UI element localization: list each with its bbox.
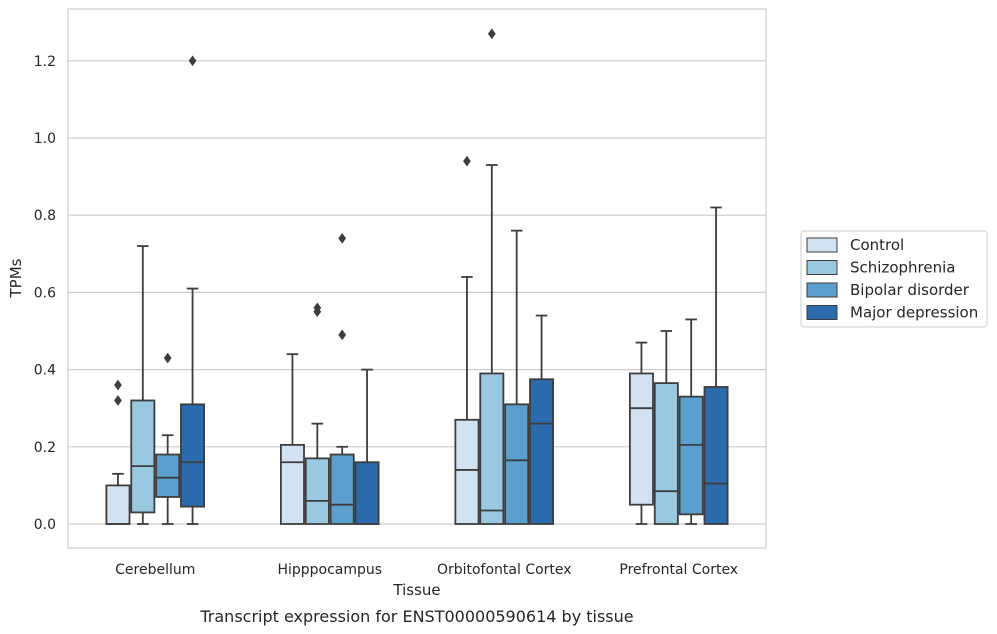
legend-swatch xyxy=(806,237,838,253)
x-tick-label: Orbitofontal Cortex xyxy=(437,562,572,578)
x-axis-label: Tissue xyxy=(392,581,440,599)
outlier-point xyxy=(338,329,347,341)
y-tick-label: 0.0 xyxy=(34,517,56,533)
box-bipolar-disorder xyxy=(678,318,704,525)
box-control xyxy=(628,341,654,525)
outlier-point xyxy=(487,28,496,40)
x-tick-label: Cerebellum xyxy=(115,562,195,578)
box-iqr xyxy=(279,443,305,525)
legend: Control Schizophrenia Bipolar disorder Majo… xyxy=(800,230,988,328)
outlier-point xyxy=(313,302,322,314)
y-tick-label: 1.0 xyxy=(34,131,56,147)
box-bipolar-disorder xyxy=(329,232,355,525)
y-tick-label: 0.8 xyxy=(34,208,56,224)
legend-frame xyxy=(800,230,988,328)
plot-area-frame xyxy=(67,8,767,549)
box-control xyxy=(279,353,305,525)
y-tick-label: 0.2 xyxy=(34,440,56,456)
box-schizophrenia xyxy=(304,302,330,525)
box-control xyxy=(454,155,480,525)
box-schizophrenia xyxy=(479,28,505,525)
box-bipolar-disorder xyxy=(155,352,181,525)
box-iqr xyxy=(454,418,480,525)
box-iqr xyxy=(354,461,380,525)
legend-swatch xyxy=(806,305,838,320)
outlier-point xyxy=(163,352,172,364)
box-iqr xyxy=(130,399,156,514)
legend-label: Schizophrenia xyxy=(850,259,955,277)
box-iqr xyxy=(155,453,181,498)
box-iqr xyxy=(329,453,355,525)
box-iqr xyxy=(479,372,505,525)
box-major-depression xyxy=(354,368,380,525)
figure-caption: Transcript expression for ENST0000059061… xyxy=(199,607,633,626)
y-axis-label: TPMs xyxy=(7,258,25,298)
y-tick-label: 0.6 xyxy=(34,285,56,301)
box-iqr xyxy=(304,457,330,525)
outlier-point xyxy=(463,155,471,167)
outlier-point xyxy=(114,395,122,406)
legend-swatch xyxy=(806,282,838,298)
box-schizophrenia xyxy=(130,245,156,525)
x-axis-ticks: Cerebellum Hipppocampus Orbitofontal Corte… xyxy=(115,562,738,578)
outlier-point xyxy=(114,379,122,391)
box-control xyxy=(105,379,131,525)
legend-swatch xyxy=(806,260,838,275)
box-major-depression xyxy=(529,314,555,525)
box-iqr xyxy=(105,484,131,525)
y-tick-label: 0.4 xyxy=(34,363,56,379)
y-tick-label: 1.2 xyxy=(34,54,56,70)
box-bipolar-disorder xyxy=(504,229,530,525)
outlier-point xyxy=(338,232,347,244)
x-tick-label: Hipppocampus xyxy=(277,562,382,578)
box-iqr xyxy=(653,382,679,525)
box-major-depression xyxy=(703,206,729,525)
box-major-depression xyxy=(180,55,206,525)
legend-label: Major depression xyxy=(850,304,978,322)
boxes xyxy=(105,28,729,525)
legend-label: Bipolar disorder xyxy=(850,281,970,299)
box-iqr xyxy=(703,386,729,525)
box-iqr xyxy=(529,378,555,525)
box-iqr xyxy=(504,403,530,525)
box-schizophrenia xyxy=(653,330,679,525)
box-iqr xyxy=(628,372,654,506)
y-axis-ticks: 0.0 0.2 0.4 0.6 0.8 1.0 1.2 xyxy=(34,54,56,533)
x-tick-label: Prefrontal Cortex xyxy=(619,562,738,578)
outlier-point xyxy=(188,55,197,67)
legend-label: Control xyxy=(850,236,904,254)
box-iqr xyxy=(180,403,206,508)
box-iqr xyxy=(678,395,704,516)
